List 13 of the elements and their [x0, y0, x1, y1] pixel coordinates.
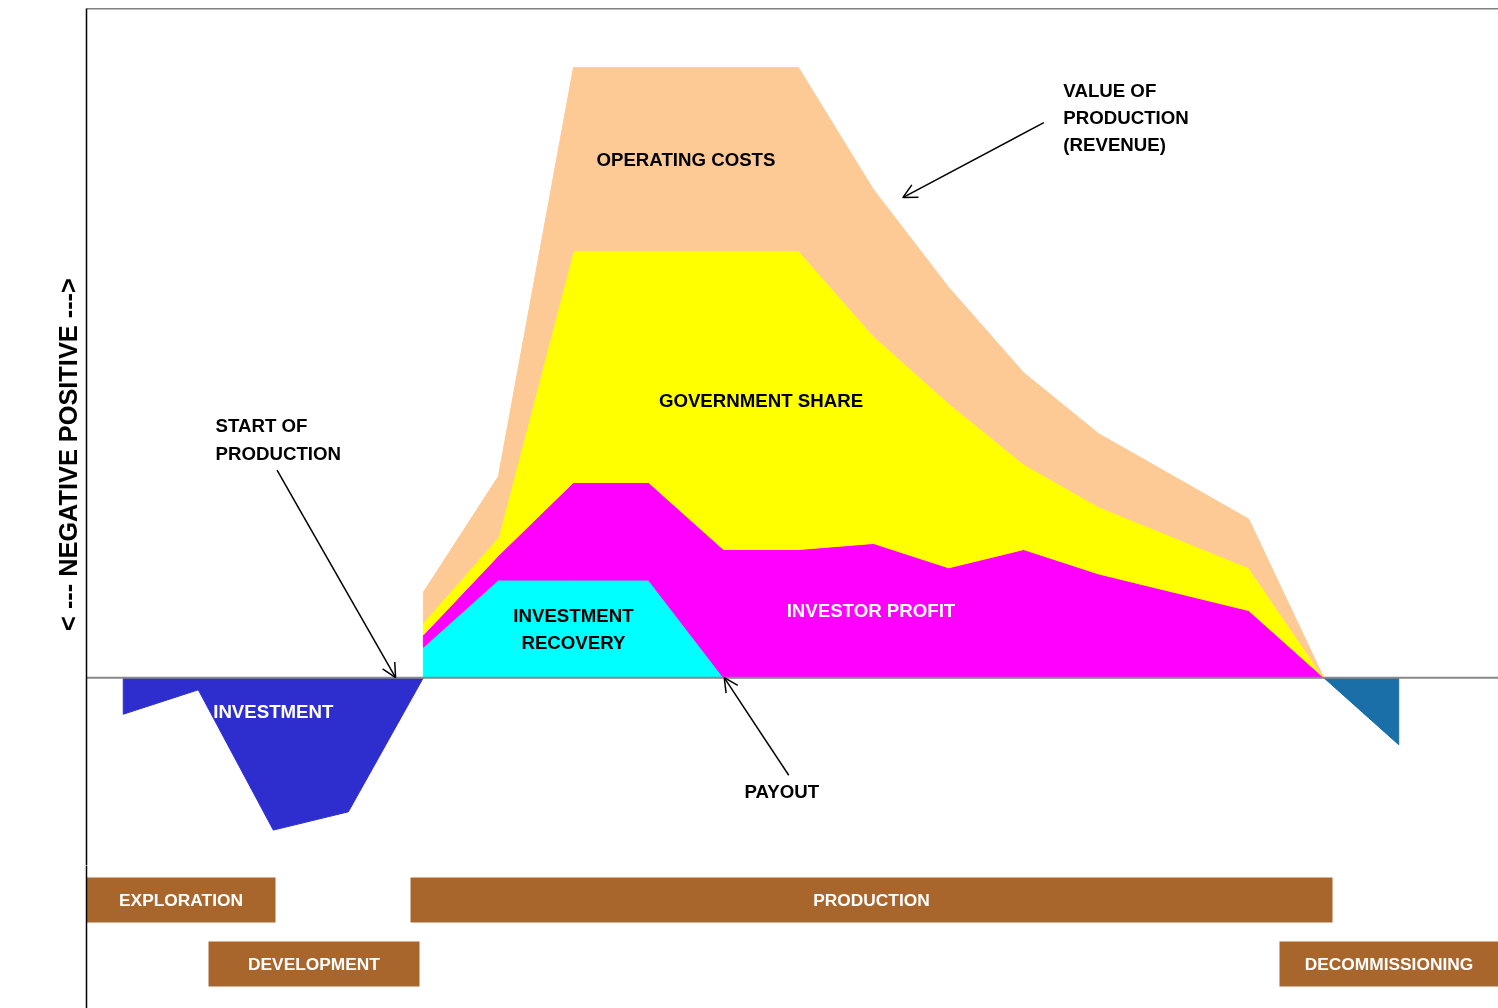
text: EXPLORATION [119, 890, 243, 910]
series-label: INVESTMENT RECOVERY [513, 604, 635, 653]
series-label: INVESTMENT [213, 700, 335, 722]
annotation: PAYOUT [744, 781, 820, 803]
series-label: INVESTOR PROFIT [786, 600, 956, 622]
text: DECOMMISSIONING [1304, 954, 1474, 974]
series-label: GOVERNMENT SHARE [658, 389, 864, 411]
series-label: OPERATING COSTS [596, 148, 776, 170]
annotation: VALUE OF PRODUCTION (REVENUE) [1063, 79, 1189, 156]
text: DEVELOPMENT [248, 954, 381, 974]
annotation: START OF PRODUCTION [215, 415, 341, 464]
y-axis-title: < --- NEGATIVE POSITIVE ---> [53, 278, 82, 631]
text: PRODUCTION [813, 890, 930, 910]
